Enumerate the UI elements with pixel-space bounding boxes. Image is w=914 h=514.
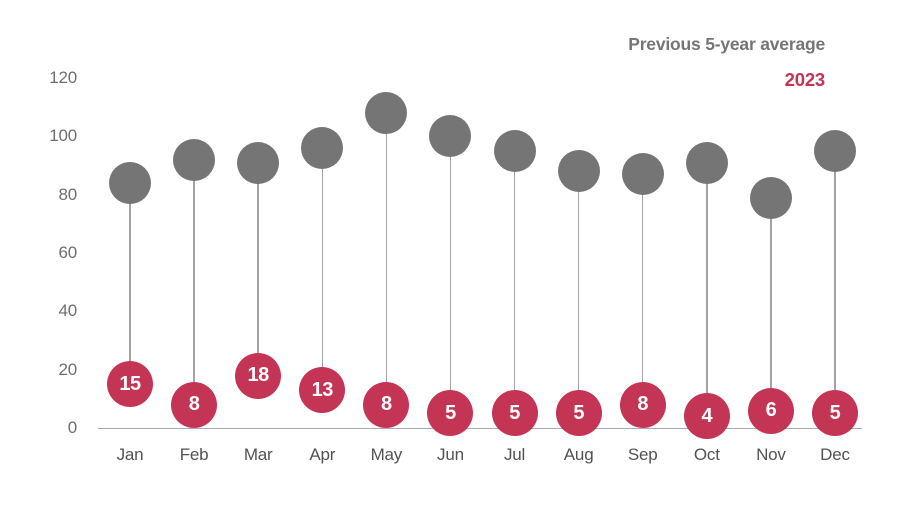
stem-line [513,150,516,414]
value-label: 8 [381,393,392,416]
x-axis-label: Jan [116,445,144,464]
value-label: 5 [445,401,456,424]
average-point [813,129,856,172]
average-point [365,92,408,134]
value-label: 13 [311,378,334,401]
y-tick-label: 80 [58,184,77,204]
value-label: 5 [509,401,520,424]
x-axis-label: Oct [693,445,720,464]
stem-line [449,136,452,414]
stem-line [385,113,388,405]
x-axis-label: Feb [179,445,209,464]
x-axis-label: Jul [503,445,526,464]
chart-legend: Previous 5-year average 2023 [628,34,826,90]
value-label: 5 [829,401,841,424]
legend-2023: 2023 [784,68,826,90]
average-point [685,141,728,184]
value-label: 8 [188,393,200,416]
value-label: 8 [637,393,649,416]
y-tick-label: 40 [58,301,77,321]
stem-line [706,162,708,417]
value-label: 4 [701,404,713,427]
current-year-point: 13 [299,367,346,414]
current-year-point: 8 [619,381,666,428]
current-year-point: 18 [235,352,282,399]
average-point [621,153,664,196]
stem-line [193,159,195,405]
current-year-point: 5 [555,390,602,437]
value-label: 6 [765,399,777,421]
x-axis-label: Sep [627,445,658,464]
x-axis-label: Mar [243,445,273,464]
value-label: 18 [247,364,270,386]
average-point [237,141,280,184]
stem-line [321,148,323,391]
average-point [429,115,472,158]
average-point [749,176,792,219]
current-year-point: 5 [491,390,538,437]
current-year-point: 15 [107,361,153,408]
y-tick-label: 100 [49,126,77,146]
average-point [301,127,344,169]
current-year-point: 5 [427,390,474,437]
average-point [109,162,151,204]
average-point [557,150,600,193]
y-tick-label: 20 [58,359,77,379]
average-point [173,138,216,181]
stem-line [770,197,772,411]
current-year-point: 8 [363,381,410,428]
y-tick-label: 60 [58,243,77,262]
x-axis-label: Nov [756,445,786,464]
stem-line [834,150,836,414]
x-axis-label: Aug [563,445,594,464]
y-tick-label: 120 [49,68,77,87]
x-axis-line [98,428,862,429]
stem-line [129,183,131,385]
x-axis-label: Dec [820,445,850,464]
legend-previous-average: Previous 5-year average [628,34,825,54]
stem-line [642,174,644,405]
stem-line [257,162,259,376]
average-point [493,129,536,172]
current-year-point: 6 [747,387,794,434]
current-year-point: 4 [683,393,730,440]
stem-line [577,171,580,414]
current-year-point: 5 [811,390,858,437]
current-year-point: 8 [171,381,218,428]
value-label: 15 [119,372,141,395]
y-tick-label: 0 [67,418,77,437]
value-label: 5 [573,401,584,424]
x-axis-label: Jun [437,445,464,464]
x-axis-label: May [370,445,403,464]
x-axis-label: Apr [309,445,336,464]
